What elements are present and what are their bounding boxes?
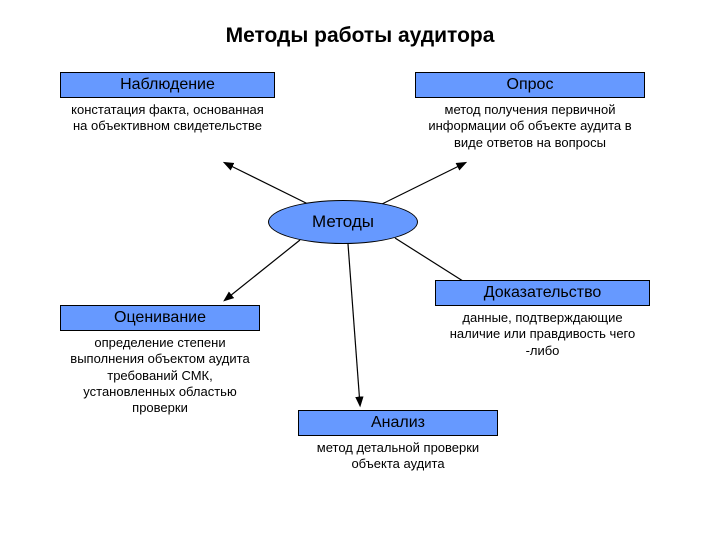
box-analysis-title: Анализ: [298, 410, 498, 436]
box-evidence-title: Доказательство: [435, 280, 650, 306]
center-methods-label: Методы: [312, 212, 374, 232]
box-analysis: Анализ метод детальной проверки объекта …: [298, 410, 498, 475]
box-survey-desc: метод получения первичной информации об …: [415, 98, 645, 153]
box-observation-title: Наблюдение: [60, 72, 275, 98]
box-evaluation-title: Оценивание: [60, 305, 260, 331]
box-evidence-desc: данные, подтверждающие наличие или правд…: [435, 306, 650, 361]
page-title: Методы работы аудитора: [0, 24, 720, 48]
box-analysis-desc: метод детальной проверки объекта аудита: [298, 436, 498, 475]
box-survey: Опрос метод получения первичной информац…: [415, 72, 645, 153]
box-observation: Наблюдение констатация факта, основанная…: [60, 72, 275, 137]
box-survey-title: Опрос: [415, 72, 645, 98]
box-evaluation-desc: определение степени выполнения объектом …: [60, 331, 260, 418]
box-observation-desc: констатация факта, основанная на объекти…: [60, 98, 275, 137]
box-evidence: Доказательство данные, подтверждающие на…: [435, 280, 650, 361]
box-evaluation: Оценивание определение степени выполнени…: [60, 305, 260, 418]
center-methods-oval: Методы: [268, 200, 418, 244]
